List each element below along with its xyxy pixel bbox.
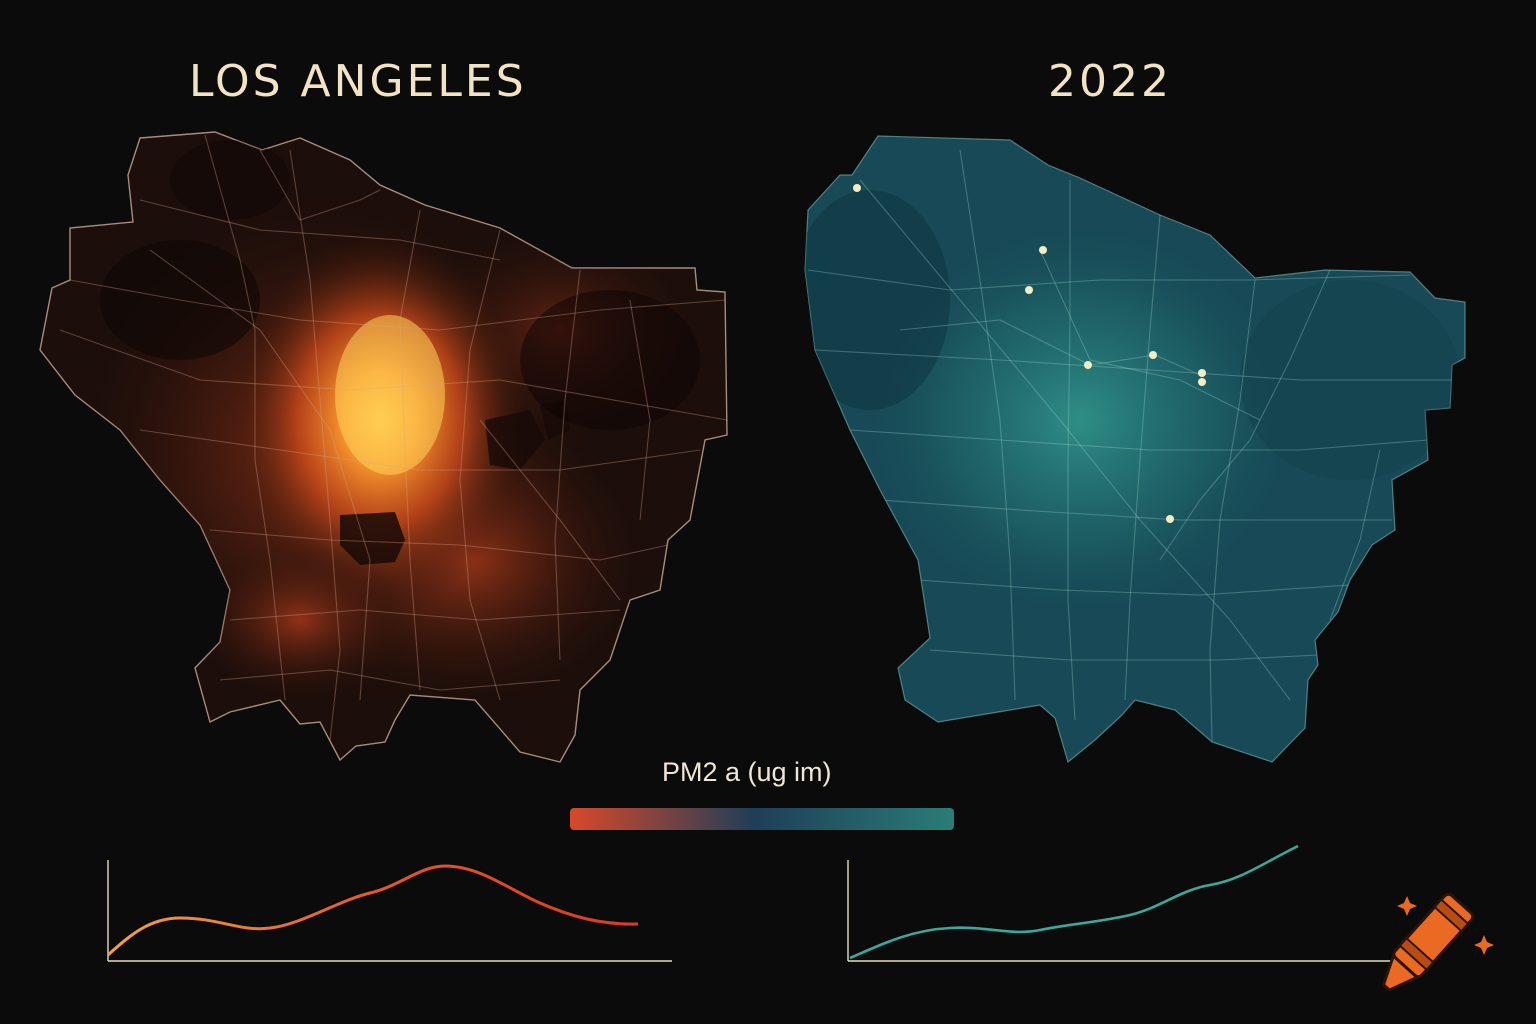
- right-trend-chart: [847, 844, 1422, 962]
- right-trend-line: [849, 844, 1299, 960]
- left-map: [39, 131, 728, 763]
- left-trend-chart: [106, 860, 672, 962]
- left-trend-line: [106, 864, 639, 957]
- legend-color-bar: [570, 808, 954, 830]
- hotspot-marker: [1149, 351, 1157, 359]
- map-title-right: 2022: [1048, 56, 1172, 107]
- hotspot-marker: [1198, 378, 1206, 386]
- right-hotspots: [853, 184, 1206, 523]
- legend-label: PM2 a (ug im): [662, 757, 832, 787]
- map-title-left: LOS ANGELES: [189, 56, 527, 107]
- right-heatmap: [805, 149, 1460, 743]
- hotspot-marker: [1166, 515, 1174, 523]
- crayon-icon: [1381, 892, 1494, 992]
- hotspot-marker: [1039, 246, 1047, 254]
- hotspot-marker: [1198, 369, 1206, 377]
- hotspot-marker: [853, 184, 861, 192]
- hotspot-marker: [1084, 361, 1092, 369]
- hotspot-marker: [1025, 286, 1033, 294]
- right-map: [804, 135, 1466, 764]
